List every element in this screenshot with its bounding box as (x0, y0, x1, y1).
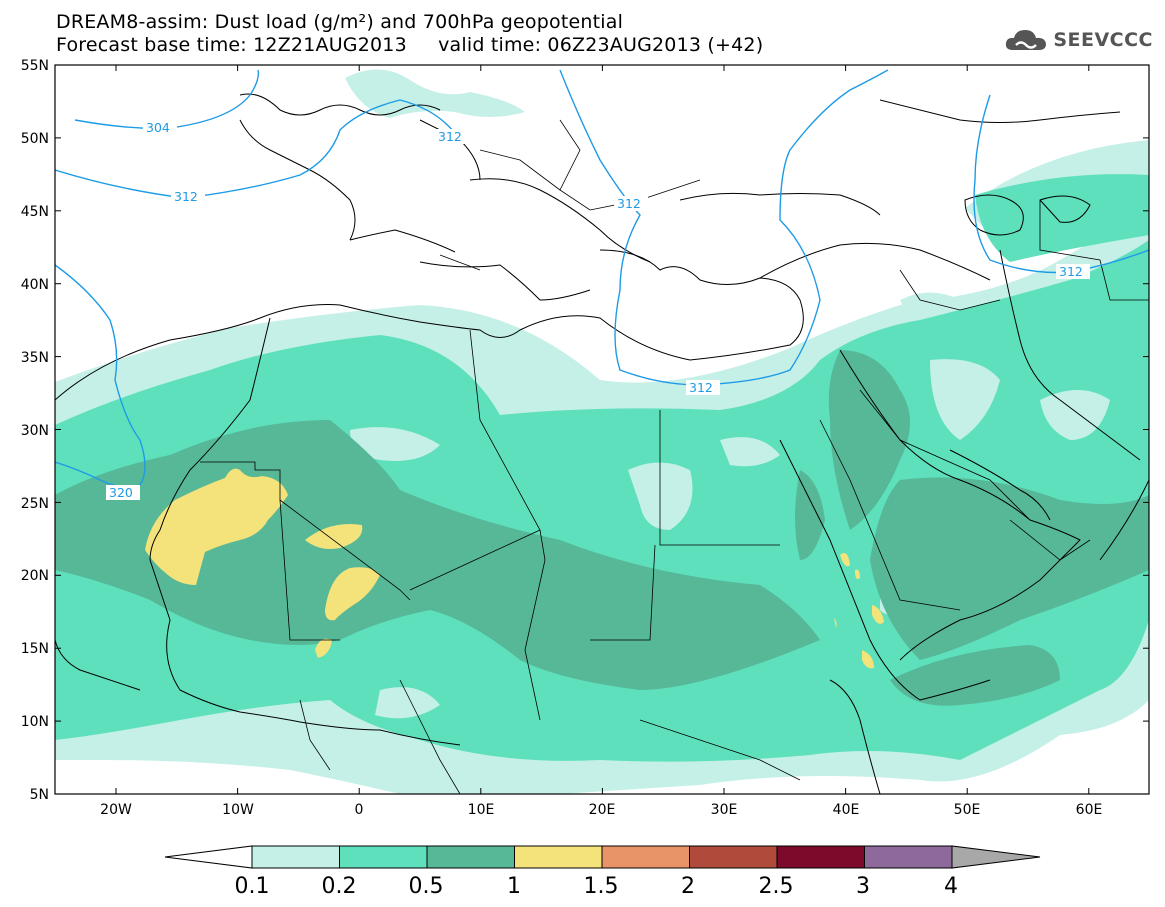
lat-label: 25N (21, 496, 49, 512)
colorbar-swatch (514, 845, 603, 869)
colorbar-label: 1.5 (584, 874, 619, 899)
country-borders (200, 119, 1149, 794)
contour-label-320: 320 (109, 485, 133, 500)
lon-label: 0 (355, 802, 364, 818)
contour-label-312: 312 (689, 380, 713, 395)
lat-label: 50N (21, 131, 49, 147)
lat-label: 55N (21, 58, 49, 74)
colorbar-label: 0.2 (322, 874, 357, 899)
lon-label: 50E (954, 802, 981, 818)
lat-label: 20N (21, 568, 49, 584)
lon-label: 10W (222, 802, 254, 818)
lat-label: 45N (21, 204, 49, 220)
colorbar-label: 0.1 (235, 874, 270, 899)
contour-label-304: 304 (146, 120, 170, 135)
colorbar-swatch (426, 845, 515, 869)
seevccc-logo: SEEVCCC (1003, 26, 1153, 54)
lon-label: 60E (1076, 802, 1103, 818)
lat-label: 40N (21, 277, 49, 293)
lon-label: 40E (833, 802, 860, 818)
contour-label-312: 312 (1059, 264, 1083, 279)
colorbar-swatch (689, 845, 778, 869)
latitude-labels: 55N 50N 45N 40N 35N 30N 25N 20N 15N 10N … (21, 58, 49, 803)
contour-labels: 304 312 312 312 312 312 320 (106, 120, 1090, 500)
contour-label-312: 312 (438, 129, 462, 144)
colorbar-swatch (864, 845, 953, 869)
colorbar-max-arrow (951, 845, 1041, 869)
lat-label: 30N (21, 423, 49, 439)
colorbar-label: 3 (856, 874, 870, 899)
map-subtitle: Forecast base time: 12Z21AUG2013 valid t… (56, 35, 763, 56)
logo-text: SEEVCCC (1053, 29, 1153, 51)
contour-label-312: 312 (617, 196, 641, 211)
longitude-labels: 20W 10W 0 10E 20E 30E 40E 50E 60E (100, 802, 1102, 818)
colorbar-swatch (339, 845, 428, 869)
colorbar-label: 0.5 (409, 874, 444, 899)
colorbar-swatch (776, 845, 865, 869)
colorbar-swatch (601, 845, 690, 869)
lon-label: 20W (100, 802, 132, 818)
colorbar-labels: 0.1 0.2 0.5 1 1.5 2 2.5 3 4 (235, 874, 959, 899)
colorbar-label: 4 (944, 874, 958, 899)
map-title: DREAM8-assim: Dust load (g/m²) and 700hP… (56, 11, 624, 33)
colorbar-min-arrow (164, 845, 253, 869)
colorbar-label: 2.5 (759, 874, 794, 899)
axis-ticks (55, 64, 1149, 795)
valid-time: valid time: 06Z23AUG2013 (+42) (438, 34, 764, 56)
forecast-base-time: Forecast base time: 12Z21AUG2013 (56, 34, 407, 56)
colorbar-label: 2 (681, 874, 695, 899)
geopotential-contours (55, 69, 1149, 488)
lat-label: 5N (30, 787, 49, 803)
lat-label: 15N (21, 641, 49, 657)
colorbar (164, 845, 1041, 869)
cloud-icon (1006, 30, 1047, 50)
lon-label: 30E (711, 802, 738, 818)
colorbar-label: 1 (507, 874, 521, 899)
lon-label: 20E (589, 802, 616, 818)
lon-label: 10E (468, 802, 495, 818)
lat-label: 10N (21, 714, 49, 730)
coastlines (55, 93, 1149, 794)
contour-label-312: 312 (174, 189, 198, 204)
dust-layer-1 (145, 468, 884, 669)
lat-label: 35N (21, 350, 49, 366)
colorbar-swatch (251, 845, 340, 869)
